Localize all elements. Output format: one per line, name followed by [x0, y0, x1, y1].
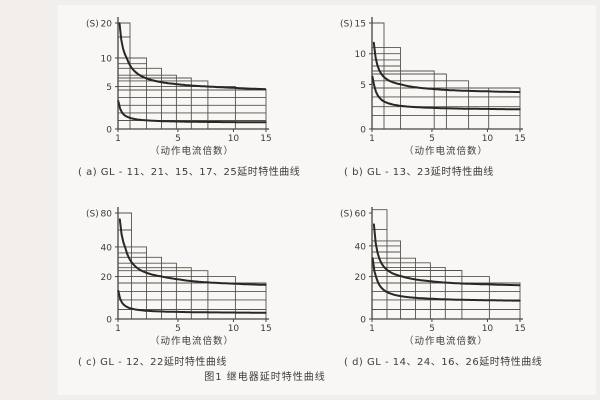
- chart-b-caption: ( b) GL - 13、23延时特性曲线: [344, 167, 494, 178]
- chart-d-caption: ( d) GL - 14、24、16、26延时特性曲线: [344, 357, 543, 368]
- y-unit-label: (S): [340, 210, 353, 220]
- x-tick-label: 15: [514, 324, 525, 334]
- grid-steps: [372, 209, 521, 319]
- x-tick-label: 10: [482, 324, 494, 334]
- lower-curve: [371, 257, 521, 302]
- x-tick-label: 5: [429, 324, 435, 334]
- x-tick-label: 10: [482, 134, 494, 144]
- x-tick-label: 10: [228, 324, 240, 334]
- chart-d-xlabel: （动作电流倍数）: [403, 336, 488, 347]
- upper-curve: [372, 223, 521, 287]
- x-tick-label: 15: [260, 134, 271, 144]
- grid-steps: [372, 22, 521, 129]
- y-tick-label: 20: [101, 273, 113, 283]
- grid-steps: [118, 212, 267, 319]
- lower-curve: [371, 75, 521, 111]
- chart-c-xlabel: （动作电流倍数）: [149, 336, 234, 347]
- y-unit-label: (S): [86, 20, 99, 30]
- figure-title: 图1 继电器延时特性曲线: [204, 372, 326, 383]
- y-unit-label: (S): [86, 210, 99, 220]
- y-tick-label: 40: [355, 242, 367, 252]
- y-tick-label: 0: [106, 126, 112, 136]
- y-tick-label: 15: [355, 20, 366, 30]
- y-tick-label: 0: [360, 126, 366, 136]
- y-tick-label: 5: [360, 81, 366, 91]
- x-tick-label: 15: [260, 324, 271, 334]
- x-tick-label: 5: [175, 134, 181, 144]
- chart-b-xlabel: （动作电流倍数）: [403, 146, 488, 157]
- y-tick-label: 20: [355, 273, 367, 283]
- x-tick-label: 1: [369, 324, 375, 334]
- y-tick-label: 5: [106, 83, 112, 93]
- axes: [371, 17, 523, 130]
- y-tick-label: 0: [106, 316, 112, 326]
- y-tick-label: 60: [355, 210, 367, 220]
- x-tick-label: 5: [429, 134, 435, 144]
- y-tick-label: 10: [355, 50, 367, 60]
- y-tick-label: 40: [101, 243, 113, 253]
- x-tick-label: 15: [514, 134, 525, 144]
- chart-c-caption: ( c) GL - 12、22延时特性曲线: [78, 357, 227, 368]
- x-tick-label: 1: [115, 134, 121, 144]
- y-tick-label: 20: [101, 20, 113, 30]
- upper-curve: [372, 41, 521, 94]
- chart-b: 1 5 10 15 0 5 10 15 (S) （动作电流倍数） ( b) GL - 13、23…: [332, 13, 547, 191]
- x-tick-label: 1: [369, 134, 375, 144]
- document-panel: [58, 5, 596, 395]
- upper-curve: [118, 218, 267, 286]
- y-tick-label: 10: [101, 54, 113, 64]
- x-tick-label: 5: [175, 324, 181, 334]
- y-tick-label: 0: [360, 316, 366, 326]
- lower-curve: [117, 100, 267, 124]
- y-unit-label: (S): [340, 20, 353, 30]
- axes: [117, 17, 269, 130]
- chart-d: 1 5 10 15 0 20 40 60 (S) （动作电流倍数） ( d) GL - 14、2…: [332, 203, 547, 381]
- y-tick-label: 80: [101, 210, 113, 220]
- lower-curve: [117, 289, 267, 314]
- chart-a-xlabel: （动作电流倍数）: [149, 146, 234, 157]
- x-tick-label: 10: [228, 134, 240, 144]
- x-tick-label: 1: [115, 324, 121, 334]
- upper-curve: [118, 22, 267, 91]
- chart-c: 1 5 10 15 0 20 40 80 (S) （动作电流倍数） ( c) GL - 12、2…: [78, 203, 293, 381]
- chart-a-caption: ( a) GL - 11、21、15、17、25延时特性曲线: [78, 167, 301, 178]
- chart-a: 1 5 10 15 0 5 10 20 (S) （动作电流倍数） ( a) GL - 11、21…: [78, 13, 300, 191]
- grid-steps: [118, 22, 267, 129]
